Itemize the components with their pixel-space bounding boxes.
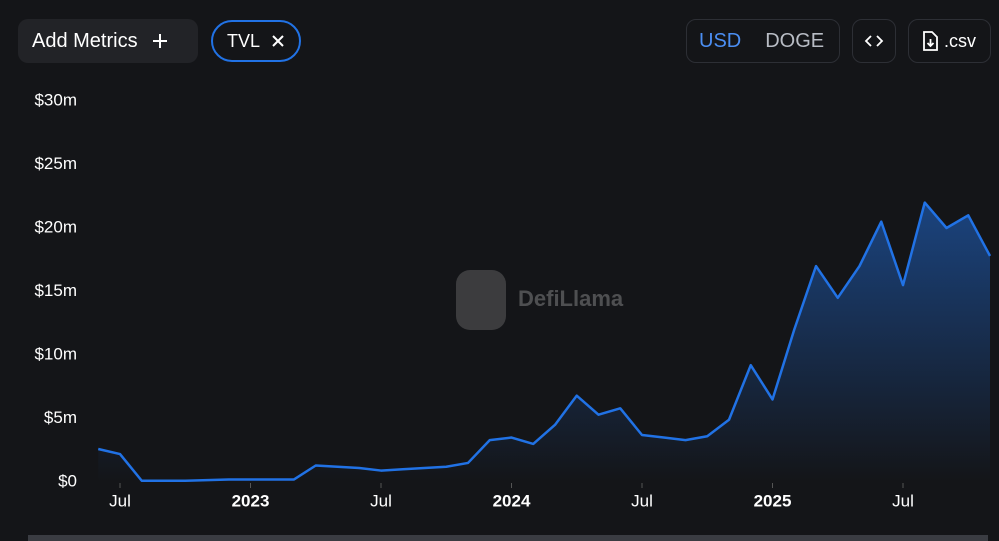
x-tick-label: 2024 <box>493 491 531 510</box>
csv-button[interactable]: .csv <box>908 19 991 63</box>
embed-button[interactable] <box>852 19 896 63</box>
y-tick-label: $0 <box>58 471 77 490</box>
metric-chip-label: TVL <box>227 30 261 51</box>
y-tick-label: $25m <box>34 154 77 173</box>
y-tick-label: $20m <box>34 217 77 236</box>
currency-option[interactable]: DOGE <box>765 29 825 52</box>
close-icon <box>272 35 284 47</box>
x-tick-label: Jul <box>892 491 914 510</box>
x-tick-label: 2023 <box>232 491 270 510</box>
code-icon <box>864 35 884 47</box>
plus-icon <box>152 34 167 48</box>
x-tick-label: 2025 <box>754 491 792 510</box>
currency-toggle: USD DOGE <box>686 19 840 63</box>
watermark: DefiLlama <box>456 270 624 330</box>
tvl-line <box>97 201 992 482</box>
x-tick-label: Jul <box>109 491 131 510</box>
metric-chip[interactable]: TVL <box>211 20 301 62</box>
add-metrics-button[interactable]: Add Metrics <box>18 19 198 63</box>
y-tick-label: $5m <box>44 408 77 427</box>
scrollbar <box>28 535 988 541</box>
add-metrics-label: Add Metrics <box>32 29 138 52</box>
x-tick-label: Jul <box>370 491 392 510</box>
area-fill <box>98 202 990 482</box>
currency-option[interactable]: USD <box>699 29 742 52</box>
y-tick-label: $10m <box>34 344 77 363</box>
y-tick-label: $15m <box>34 281 77 300</box>
y-tick-label: $30m <box>34 90 77 109</box>
csv-label: .csv <box>944 30 977 51</box>
file-icon <box>923 31 938 51</box>
x-tick-label: Jul <box>631 491 653 510</box>
watermark-text: DefiLlama <box>518 286 624 311</box>
